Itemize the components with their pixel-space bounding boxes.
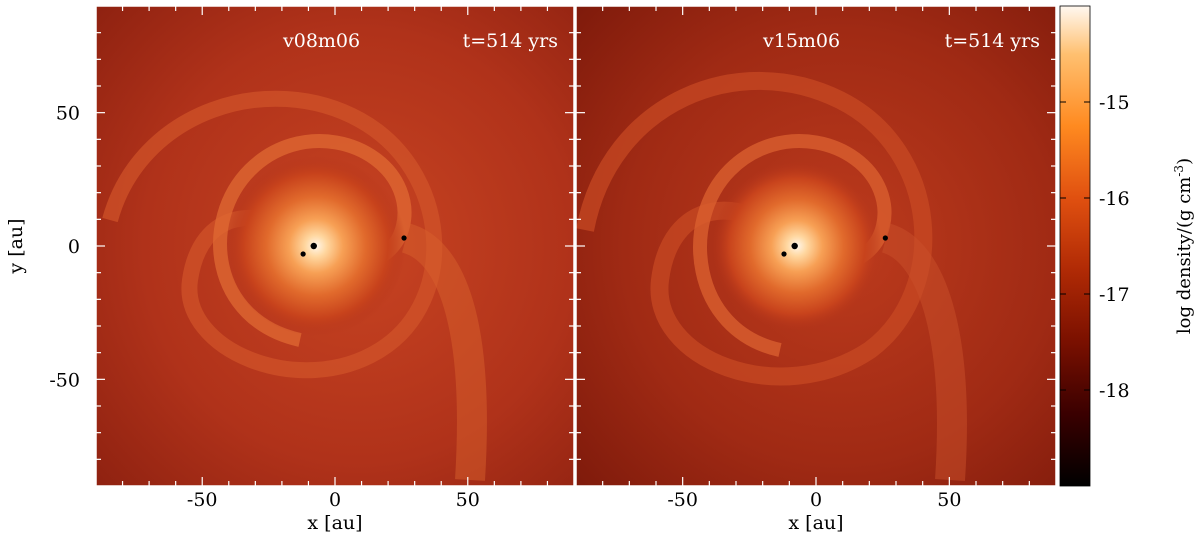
panel-2-xtick-label: 0	[810, 489, 822, 511]
panel-1-point-source	[401, 235, 407, 241]
colorbar-label-exponent: -3	[1172, 165, 1186, 177]
panel-1-xtick-label: 0	[329, 489, 341, 511]
colorbar: -15 -16 -17 -18 log density/(g cm-3)	[1059, 5, 1195, 487]
panel-2-title: v15m06	[762, 30, 840, 52]
panel-1-xlabel: x [au]	[307, 512, 362, 534]
colorbar-label-close: )	[1174, 158, 1195, 165]
colorbar-ticks: -15 -16 -17 -18	[1060, 92, 1130, 402]
spiral-arm-1a	[102, 90, 443, 379]
panel-1-xtick-label: -50	[187, 489, 218, 511]
colorbar-label: log density/(g cm-3)	[1172, 158, 1195, 334]
panel-1-ylabel: y [au]	[5, 218, 27, 274]
colorbar-label-main: log density/(g cm	[1174, 177, 1195, 334]
panel-2-xtick-label: 50	[937, 489, 961, 511]
panel-2-xtick-label: -50	[667, 489, 698, 511]
panel-1-title: v08m06	[282, 30, 360, 52]
panel-1-xtick-label: 50	[456, 489, 480, 511]
panel-1-ytick-label: -50	[49, 369, 80, 391]
panel-annotations: -50 0 50 x [au] -50 0 50 y [au] v08m06 t=514 yrs -…	[5, 6, 1056, 534]
wake-1	[401, 223, 487, 481]
colorbar-tick-label: -17	[1099, 284, 1130, 306]
panel-1-point-source	[310, 242, 317, 250]
panel-2-xlabel: x [au]	[788, 512, 843, 534]
density-map-2	[576, 71, 967, 481]
panel-2-point-source	[781, 251, 787, 257]
panel-1-ytick-label: 50	[56, 103, 80, 125]
panel-v15m06	[575, 5, 1057, 487]
panel-2-point-source	[791, 242, 798, 250]
colorbar-tick-label: -18	[1099, 380, 1130, 402]
colorbar-tick-label: -15	[1099, 92, 1130, 114]
panel-2-time-label: t=514 yrs	[945, 30, 1040, 52]
panel-1-ytick-label: 0	[68, 236, 80, 258]
colorbar-tick-label: -16	[1099, 188, 1130, 210]
colorbar-gradient	[1059, 5, 1091, 487]
panel-v08m06	[95, 5, 575, 487]
panel-2-point-source	[882, 235, 888, 241]
panel-1-point-source	[300, 251, 306, 257]
spiral-arm-2a	[576, 71, 933, 386]
wake-2	[880, 223, 967, 481]
panel-1-time-label: t=514 yrs	[463, 30, 558, 52]
